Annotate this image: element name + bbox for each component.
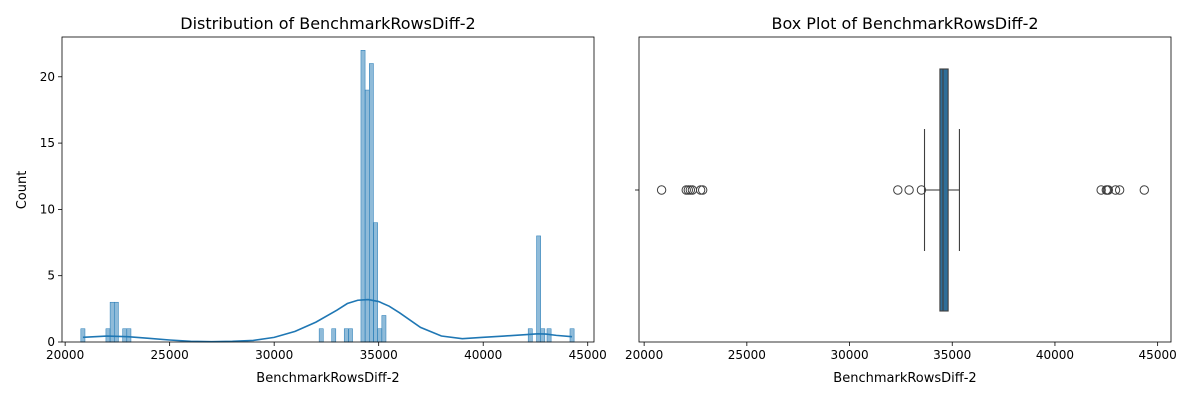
- histogram-bar: [536, 235, 541, 343]
- outlier-point: [656, 185, 667, 195]
- x-tick-label: 20000: [625, 348, 663, 362]
- histogram-bar: [122, 328, 128, 343]
- outlier-point: [695, 185, 706, 195]
- x-tick-label: 35000: [933, 348, 971, 362]
- histogram-bar: [331, 328, 337, 343]
- boxplot-panel: Box Plot of BenchmarkRowsDiff-2 20000 250…: [625, 14, 1177, 386]
- y-tick-label: 15: [40, 136, 55, 150]
- histogram-x-axis-label: BenchmarkRowsDiff-2: [256, 371, 399, 386]
- histogram-bar: [381, 315, 387, 343]
- x-tick-label: 35000: [360, 348, 398, 362]
- histogram-bar: [318, 328, 324, 343]
- iqr-box: [939, 68, 949, 312]
- boxplot-x-ticks: 20000 25000 30000 35000 40000 45000: [625, 342, 1177, 362]
- outlier-point: [1110, 185, 1121, 195]
- boxplot-axes-frame: [638, 36, 1172, 343]
- histogram-bars: [80, 50, 575, 343]
- outlier-point: [1114, 185, 1125, 195]
- y-tick-label: 5: [47, 269, 55, 283]
- histogram-bar: [343, 328, 349, 343]
- y-tick-label: 10: [40, 202, 55, 216]
- histogram-bar: [540, 328, 546, 343]
- histogram-bar: [364, 89, 370, 343]
- kde-curve: [82, 298, 573, 343]
- y-tick-label: 0: [47, 335, 55, 349]
- outlier-point: [1096, 185, 1106, 195]
- histogram-title: Distribution of BenchmarkRowsDiff-2: [180, 14, 475, 33]
- y-tick-label: 20: [40, 70, 55, 84]
- x-tick-label: 25000: [728, 348, 766, 362]
- histogram-panel: Distribution of BenchmarkRowsDiff-2 2000…: [15, 14, 607, 386]
- histogram-bar: [569, 328, 575, 343]
- histogram-bar: [527, 328, 533, 343]
- histogram-bar: [377, 328, 383, 343]
- histogram-axes-frame: [61, 36, 595, 343]
- x-tick-label: 25000: [151, 348, 189, 362]
- histogram-bar: [126, 328, 132, 343]
- x-tick-label: 40000: [464, 348, 502, 362]
- histogram-y-axis-label: Count: [15, 171, 30, 210]
- boxplot-x-axis-label: BenchmarkRowsDiff-2: [833, 371, 976, 386]
- outlier-point: [697, 185, 708, 195]
- outlier-point: [1139, 185, 1149, 195]
- outlier-point: [1103, 185, 1114, 195]
- x-tick-label: 30000: [255, 348, 293, 362]
- histogram-bar: [360, 50, 366, 343]
- x-tick-label: 40000: [1036, 348, 1074, 362]
- outlier-point: [916, 185, 927, 195]
- boxplot-title: Box Plot of BenchmarkRowsDiff-2: [771, 14, 1038, 33]
- x-tick-label: 20000: [46, 348, 84, 362]
- x-tick-label: 30000: [830, 348, 868, 362]
- x-tick-label: 45000: [1139, 348, 1177, 362]
- outlier-point: [893, 185, 903, 195]
- histogram-bar: [373, 222, 378, 343]
- histogram-bar: [80, 328, 86, 343]
- outlier-point: [904, 185, 914, 195]
- histogram-bar: [348, 328, 353, 343]
- histogram-x-ticks: 20000 25000 30000 35000 40000 45000: [46, 342, 607, 362]
- boxplot-elements: [656, 68, 1149, 312]
- histogram-y-ticks: 0 5 10 15 20: [40, 70, 62, 349]
- x-tick-label: 45000: [569, 348, 607, 362]
